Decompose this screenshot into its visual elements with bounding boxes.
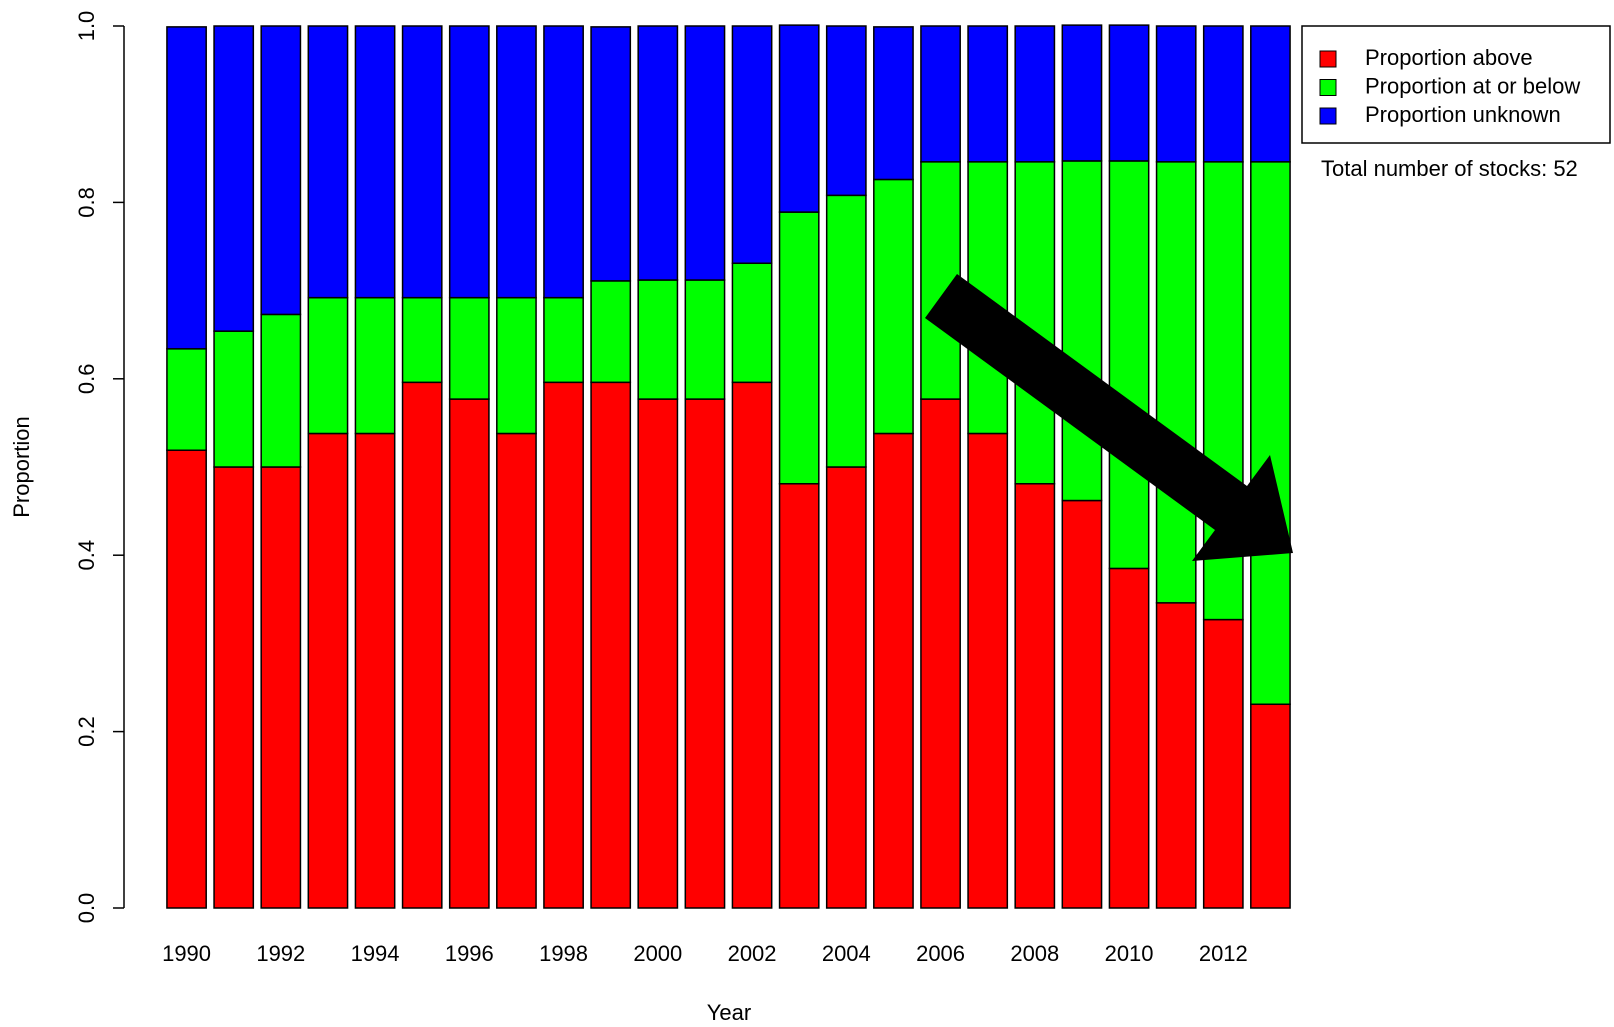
bar-segment [1108,160,1150,570]
bar-segment [1250,703,1291,909]
x-tick-label: 1998 [539,941,588,966]
bar-segment [260,25,302,316]
bar-segment [543,296,584,384]
bar-segment [448,296,490,400]
legend-swatch [1319,50,1337,68]
x-tick-label: 2000 [633,941,682,966]
bar-segment [496,25,537,299]
x-tick-label: 1996 [445,941,494,966]
bar-segment [873,178,914,435]
bar-segment [1155,602,1197,909]
bars [166,24,1291,909]
bar-segment [825,25,867,197]
x-tick-label: 2004 [822,941,871,966]
bar-segment [354,296,396,435]
bar-segment [496,296,537,435]
y-tick-label: 1.0 [74,11,99,42]
bar-segment [401,296,443,384]
bar-segment [825,466,867,909]
x-tick-label: 2002 [728,941,777,966]
bar-segment [307,296,349,435]
bar-segment [213,330,255,468]
bar-segment [1061,499,1103,909]
x-tick-label: 2006 [916,941,965,966]
bar-segment [1108,24,1150,162]
bar-segment [731,262,773,384]
legend-box [1301,25,1611,144]
bar-segment [778,483,820,909]
x-tick-label: 1994 [351,941,400,966]
legend-label: Proportion unknown [1365,102,1561,127]
bar-segment [637,25,679,281]
bar-segment [213,466,255,909]
bar-segment [260,466,302,909]
bar-segment [1202,25,1244,163]
annotation: Total number of stocks: 52 [1321,156,1578,181]
bar-segment [637,398,679,909]
bar-segment [778,211,820,485]
y-tick-label: 0.6 [74,364,99,395]
bar-segment [543,381,584,909]
bar-segment [590,280,632,384]
bar-segment [1155,161,1197,604]
bar-segment [213,25,255,332]
bar-segment [731,381,773,909]
bar-segment [1061,160,1103,502]
bar-segment [967,25,1009,163]
bar-segment [260,313,302,468]
bar-segment [920,25,961,163]
bar-segment [590,381,632,909]
bar-segment [354,25,396,299]
bar-segment [401,381,443,909]
bar-segment [1250,25,1291,163]
bar-segment [166,26,207,350]
bar-segment [166,449,207,909]
legend-label: Proportion above [1365,45,1533,70]
bar-segment [166,348,207,451]
arrow [925,274,1293,561]
bar-segment [731,25,773,265]
bar-segment [825,194,867,468]
x-tick-label: 1992 [256,941,305,966]
bar-segment [637,279,679,400]
x-tick-label: 2010 [1105,941,1154,966]
legend-label: Proportion at or below [1365,73,1580,98]
y-tick-label: 0.2 [74,716,99,747]
bar-segment [307,25,349,299]
bar-segment [873,432,914,909]
y-tick-label: 0.0 [74,893,99,924]
y-tick-label: 0.4 [74,540,99,571]
x-tick-label: 1990 [162,941,211,966]
y-axis-label: Proportion [9,416,34,518]
bar-segment [1250,161,1291,706]
bar-segment [1014,25,1056,163]
x-tick-label: 2008 [1010,941,1059,966]
x-tick-label: 2012 [1199,941,1248,966]
bar-segment [590,26,632,282]
bar-segment [543,25,584,299]
bar-segment [354,432,396,909]
bar-segment [778,24,820,213]
x-axis-label: Year [707,1000,751,1025]
bar-segment [684,398,726,909]
bar-segment [1014,483,1056,909]
bar-segment [1108,567,1150,909]
bar-segment [1202,618,1244,909]
bar-segment [967,432,1009,909]
bar-segment [448,398,490,909]
bar-segment [401,25,443,299]
bar-segment [1155,25,1197,163]
bar-segment [496,432,537,909]
legend-swatch [1319,107,1337,125]
bar-segment [684,279,726,400]
bar-segment [448,25,490,299]
legend-swatch [1319,79,1337,96]
bar-segment [684,25,726,281]
bar-segment [307,432,349,909]
y-tick-label: 0.8 [74,187,99,218]
bar-segment [1061,24,1103,162]
bar-segment [920,398,961,909]
bar-segment [873,26,914,181]
